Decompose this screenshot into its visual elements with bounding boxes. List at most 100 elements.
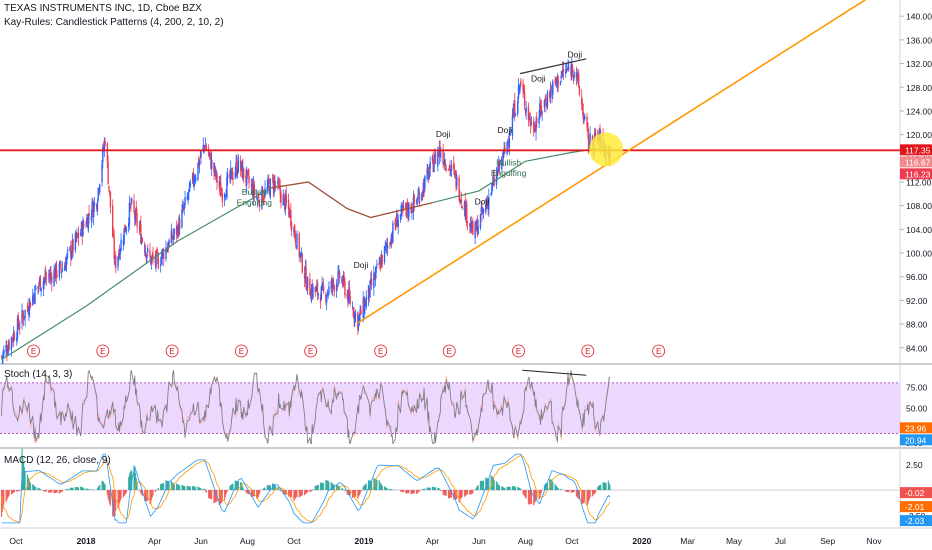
- macd-histogram-bar: [305, 490, 307, 494]
- earnings-marker[interactable]: [165, 344, 179, 358]
- candle-body: [127, 223, 130, 227]
- macd-histogram-bar: [593, 490, 595, 495]
- macd-histogram-bar: [284, 490, 286, 495]
- candle-body: [43, 279, 45, 282]
- earnings-marker[interactable]: [304, 344, 318, 358]
- earnings-marker[interactable]: [27, 344, 40, 358]
- candle-body: [490, 193, 492, 195]
- candle-body: [241, 161, 243, 178]
- macd-histogram-bar: [3, 490, 5, 505]
- candle-body: [598, 130, 600, 135]
- candle-body: [3, 349, 5, 356]
- candle-body: [534, 128, 536, 132]
- macd-histogram-bar: [316, 485, 318, 491]
- macd-histogram-bar: [11, 490, 13, 494]
- candle-body: [210, 154, 212, 169]
- macd-histogram-bar: [246, 490, 248, 493]
- macd-histogram-bar: [316, 485, 319, 491]
- candle-body: [261, 186, 263, 209]
- earnings-marker[interactable]: [234, 344, 248, 358]
- stoch-tick-label: 50.00: [906, 404, 928, 414]
- macd-histogram-bar: [87, 489, 89, 491]
- candle-body: [272, 180, 275, 190]
- candle-body: [186, 196, 189, 200]
- earnings-marker[interactable]: [581, 344, 595, 358]
- candle-body: [582, 111, 584, 120]
- macd-histogram-bar: [102, 481, 105, 491]
- macd-histogram-bar: [333, 485, 335, 491]
- macd-histogram-bar: [242, 487, 244, 491]
- pattern-label: Doji: [497, 125, 512, 135]
- macd-histogram-bar: [434, 487, 436, 491]
- candle-body: [508, 138, 511, 148]
- macd-histogram-bar: [48, 490, 50, 493]
- macd-histogram-bar: [125, 490, 127, 493]
- macd-histogram-bar: [38, 488, 41, 491]
- candle-body: [437, 151, 439, 167]
- macd-histogram-bar: [113, 490, 115, 517]
- candle-body: [290, 223, 293, 230]
- candle-body: [0, 356, 3, 358]
- candle-body: [230, 169, 233, 172]
- macd-histogram-bar: [551, 480, 553, 491]
- macd-histogram-bar: [200, 488, 202, 491]
- macd-histogram-bar: [134, 472, 137, 491]
- macd-histogram-bar: [587, 490, 589, 505]
- macd-histogram-bar: [165, 480, 167, 491]
- macd-histogram-bar: [524, 490, 526, 498]
- candle-body: [383, 246, 386, 263]
- macd-histogram-bar: [77, 487, 79, 491]
- candle-body: [416, 202, 418, 205]
- macd-histogram-bar: [33, 485, 35, 491]
- macd-histogram-bar: [236, 481, 238, 491]
- candle-body: [551, 85, 553, 96]
- macd-histogram-bar: [231, 484, 233, 491]
- macd-histogram-bar: [70, 487, 73, 491]
- candle-body: [280, 192, 282, 204]
- candle-body: [32, 295, 34, 305]
- macd-histogram-bar: [367, 480, 370, 491]
- earnings-marker[interactable]: [512, 344, 525, 358]
- macd-histogram-bar: [83, 488, 85, 491]
- macd-histogram-bar: [275, 486, 277, 491]
- highlight-circle[interactable]: [589, 132, 624, 167]
- macd-histogram-bar: [502, 487, 504, 491]
- macd-histogram-bar: [306, 490, 308, 493]
- macd-histogram-bar: [365, 483, 367, 491]
- candle-body: [352, 309, 354, 317]
- candle-body: [568, 68, 570, 70]
- candle-body: [358, 314, 361, 320]
- candle-body: [405, 203, 408, 211]
- candle-body: [509, 133, 511, 136]
- macd-histogram-bar: [338, 486, 341, 491]
- macd-histogram-bar: [51, 490, 53, 493]
- macd-histogram-bar: [354, 490, 357, 497]
- ascending-trendline[interactable]: [357, 0, 900, 324]
- macd-histogram-bar: [369, 480, 371, 491]
- stoch-divergence-line[interactable]: [522, 369, 587, 376]
- candle-body: [342, 275, 345, 283]
- macd-histogram-bar: [607, 480, 609, 491]
- macd-histogram-bar: [256, 490, 258, 499]
- macd-histogram-bar: [144, 490, 146, 501]
- macd-histogram-bar: [428, 487, 431, 491]
- price-divergence-line[interactable]: [519, 58, 587, 75]
- macd-histogram-bar: [501, 486, 503, 491]
- candle-body: [96, 204, 98, 209]
- earnings-marker[interactable]: [442, 344, 456, 358]
- candle-body: [69, 246, 71, 251]
- macd-histogram-bar: [429, 487, 431, 491]
- earnings-marker[interactable]: [96, 344, 110, 358]
- candle-body: [16, 337, 18, 341]
- macd-histogram-bar: [251, 490, 253, 497]
- macd-histogram-bar: [525, 490, 527, 499]
- candle-body: [289, 210, 291, 216]
- earnings-marker[interactable]: [652, 344, 666, 358]
- macd-histogram-bar: [61, 490, 64, 492]
- macd-histogram-bar: [481, 480, 483, 491]
- macd-histogram-bar: [112, 490, 115, 517]
- earnings-marker[interactable]: [374, 344, 388, 358]
- macd-histogram-bar: [321, 482, 323, 491]
- candle-body: [71, 240, 74, 254]
